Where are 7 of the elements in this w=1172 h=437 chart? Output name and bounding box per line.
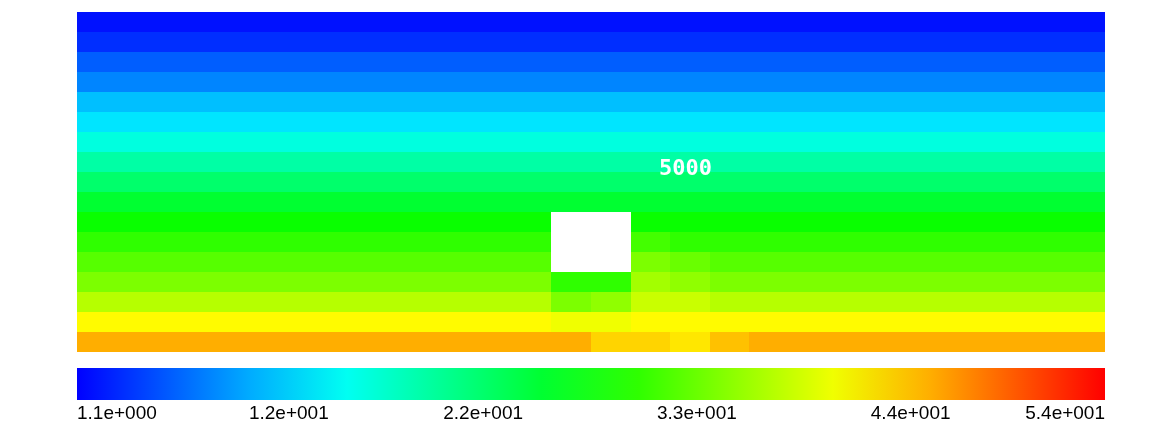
color-bar-label: 3.3e+001 (657, 402, 737, 423)
color-bar-label: 2.2e+001 (443, 402, 524, 423)
color-bar-label: 4.4e+001 (870, 402, 951, 423)
annotation: 5000 (659, 155, 713, 181)
color-bar-label: 5.4e+001 (1025, 402, 1105, 423)
color-bar-label: 1.1e+000 (77, 402, 157, 423)
color-bar-label: 1.2e+001 (248, 402, 329, 423)
